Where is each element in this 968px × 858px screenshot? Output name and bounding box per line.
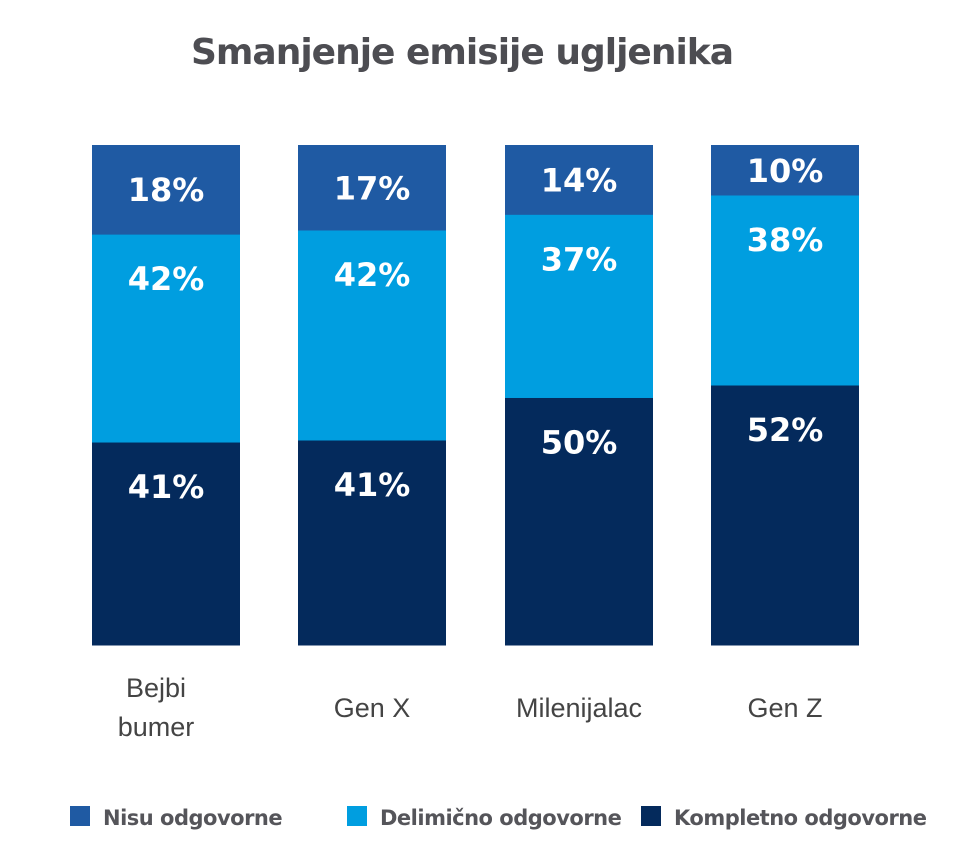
- x-axis-label-gen-x: Gen X: [334, 693, 411, 723]
- legend-label-nisu-odgovorne: Nisu odgovorne: [103, 806, 282, 830]
- bar-segment-milenijalac-kompletno-odgovorne: [505, 397, 653, 646]
- legend-swatch-nisu-odgovorne: [70, 806, 90, 826]
- bar-segment-gen-z-nisu-odgovorne: [711, 145, 859, 196]
- data-label-gen-z-nisu-odgovorne: 10%: [747, 152, 824, 190]
- chart-title: Smanjenje emisije ugljenika: [191, 32, 733, 73]
- bar-segment-milenijalac-nisu-odgovorne: [505, 145, 653, 215]
- data-label-milenijalac-nisu-odgovorne: 14%: [541, 162, 618, 200]
- x-axis-label-milenijalac: Milenijalac: [516, 693, 642, 723]
- bar-segment-bejbi-bumer-kompletno-odgovorne: [92, 442, 240, 646]
- bars-group: 41% 42% 18% 41% 42% 17% 50% 37% 14% 52% 38% 10%: [92, 145, 859, 646]
- data-label-bejbi-bumer-kompletno-odgovorne: 41%: [128, 468, 205, 506]
- data-label-gen-z-kompletno-odgovorne: 52%: [747, 411, 824, 449]
- data-label-milenijalac-kompletno-odgovorne: 50%: [541, 423, 618, 461]
- x-axis-label-bejbi-bumer-line-1: Bejbi: [126, 673, 186, 703]
- bar-segment-gen-z-delimicno-odgovorne: [711, 195, 859, 386]
- legend-swatch-delimicno-odgovorne: [347, 806, 367, 826]
- category-labels: Bejbi bumer Gen X Milenijalac Gen Z: [118, 673, 823, 742]
- bar-segment-gen-z-kompletno-odgovorne: [711, 385, 859, 646]
- bar-segment-gen-x-delimicno-odgovorne: [298, 230, 446, 441]
- data-label-bejbi-bumer-nisu-odgovorne: 18%: [128, 171, 205, 209]
- bar-segment-milenijalac-delimicno-odgovorne: [505, 214, 653, 398]
- bar-segment-gen-x-kompletno-odgovorne: [298, 440, 446, 646]
- data-label-gen-x-kompletno-odgovorne: 41%: [334, 466, 411, 504]
- legend-label-delimicno-odgovorne: Delimično odgovorne: [380, 806, 622, 830]
- bar-segment-gen-x-nisu-odgovorne: [298, 145, 446, 231]
- legend-swatch-kompletno-odgovorne: [641, 806, 661, 826]
- legend-label-kompletno-odgovorne: Kompletno odgovorne: [674, 806, 927, 830]
- data-label-gen-z-delimicno-odgovorne: 38%: [747, 221, 824, 259]
- x-axis-label-bejbi-bumer-line-2: bumer: [118, 712, 195, 742]
- data-label-bejbi-bumer-delimicno-odgovorne: 42%: [128, 260, 205, 298]
- bar-segment-bejbi-bumer-delimicno-odgovorne: [92, 234, 240, 443]
- bar-segment-bejbi-bumer-nisu-odgovorne: [92, 145, 240, 235]
- x-axis-label-gen-z: Gen Z: [747, 693, 822, 723]
- legend: Nisu odgovorne Delimično odgovorne Komplet…: [70, 806, 927, 830]
- data-label-gen-x-delimicno-odgovorne: 42%: [334, 256, 411, 294]
- data-label-gen-x-nisu-odgovorne: 17%: [334, 170, 411, 208]
- data-label-milenijalac-delimicno-odgovorne: 37%: [541, 240, 618, 278]
